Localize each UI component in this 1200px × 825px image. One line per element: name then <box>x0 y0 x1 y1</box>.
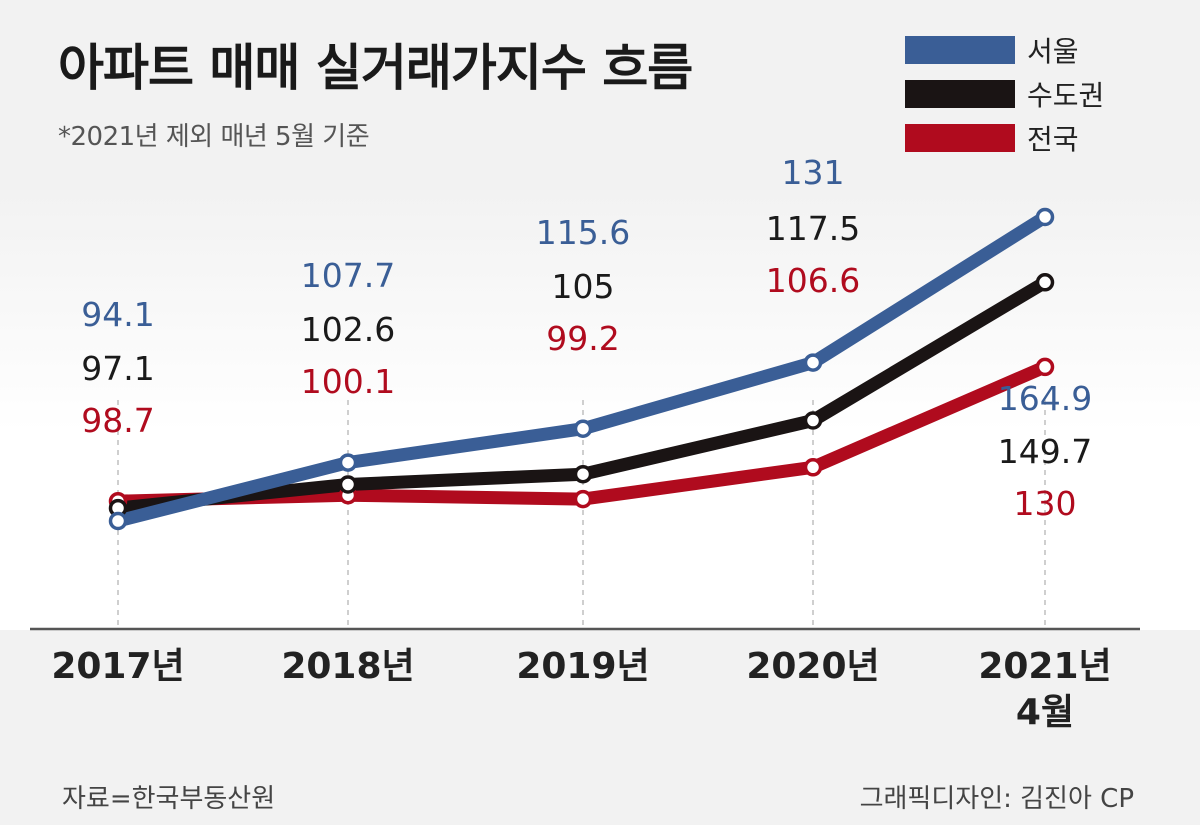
plot-background <box>0 190 1200 630</box>
x-tick-label-1: 2018년 <box>281 646 414 687</box>
legend-label-metro: 수도권 <box>1027 79 1105 112</box>
legend: 서울 수도권 전국 <box>905 28 1104 160</box>
data-label-metro-0: 97.1 <box>81 349 154 388</box>
point-seoul-4 <box>1035 207 1055 227</box>
data-label-seoul-1: 107.7 <box>301 256 395 295</box>
legend-item-national: 전국 <box>905 116 1104 160</box>
point-seoul-0 <box>108 511 128 531</box>
data-label-national-4: 130 <box>1014 484 1077 523</box>
point-national-4 <box>1035 357 1055 377</box>
data-label-seoul-0: 94.1 <box>81 295 154 334</box>
legend-item-metro: 수도권 <box>905 72 1104 116</box>
chart-subtitle: *2021년 제외 매년 5월 기준 <box>58 122 370 152</box>
point-seoul-2 <box>573 419 593 438</box>
data-label-national-1: 100.1 <box>301 362 395 401</box>
x-tick-label-2: 2019년 <box>516 646 649 687</box>
data-label-seoul-2: 115.6 <box>536 213 630 252</box>
legend-item-seoul: 서울 <box>905 28 1104 72</box>
data-label-national-3: 106.6 <box>766 261 860 300</box>
legend-label-seoul: 서울 <box>1027 35 1079 68</box>
x-tick-label-4: 2021년 4월 <box>978 646 1111 733</box>
point-metro-2 <box>573 464 593 484</box>
legend-label-national: 전국 <box>1027 123 1079 156</box>
point-metro-1 <box>338 475 358 494</box>
x-tick-label-3: 2020년 <box>746 646 879 687</box>
source-note: 자료=한국부동산원 <box>62 784 276 814</box>
point-seoul-1 <box>338 453 358 472</box>
data-label-metro-3: 117.5 <box>766 209 860 248</box>
legend-swatch-metro <box>905 80 1015 108</box>
data-label-national-0: 98.7 <box>81 401 154 440</box>
legend-swatch-national <box>905 124 1015 152</box>
legend-swatch-seoul <box>905 36 1015 64</box>
point-national-3 <box>803 458 823 477</box>
data-label-seoul-4: 164.9 <box>998 379 1092 418</box>
point-metro-4 <box>1035 273 1055 292</box>
x-tick-label-0: 2017년 <box>51 646 184 687</box>
data-label-national-2: 99.2 <box>546 319 619 358</box>
credit-note: 그래픽디자인: 김진아 CP <box>859 784 1134 814</box>
data-label-seoul-3: 131 <box>782 153 845 192</box>
data-label-metro-2: 105 <box>552 267 615 306</box>
point-metro-3 <box>803 411 823 430</box>
point-national-2 <box>573 489 593 509</box>
data-label-metro-1: 102.6 <box>301 310 395 349</box>
page-title: 아파트 매매 실거래가지수 흐름 <box>58 39 693 97</box>
point-seoul-3 <box>803 353 823 372</box>
data-label-metro-4: 149.7 <box>998 432 1092 471</box>
